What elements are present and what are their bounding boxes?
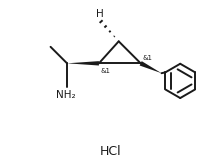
Text: &1: &1 (101, 68, 111, 74)
Text: &1: &1 (143, 55, 153, 61)
Text: H: H (96, 9, 104, 19)
Polygon shape (67, 61, 99, 66)
Text: HCl: HCl (100, 145, 122, 158)
Text: NH₂: NH₂ (56, 90, 76, 100)
Polygon shape (140, 61, 162, 73)
